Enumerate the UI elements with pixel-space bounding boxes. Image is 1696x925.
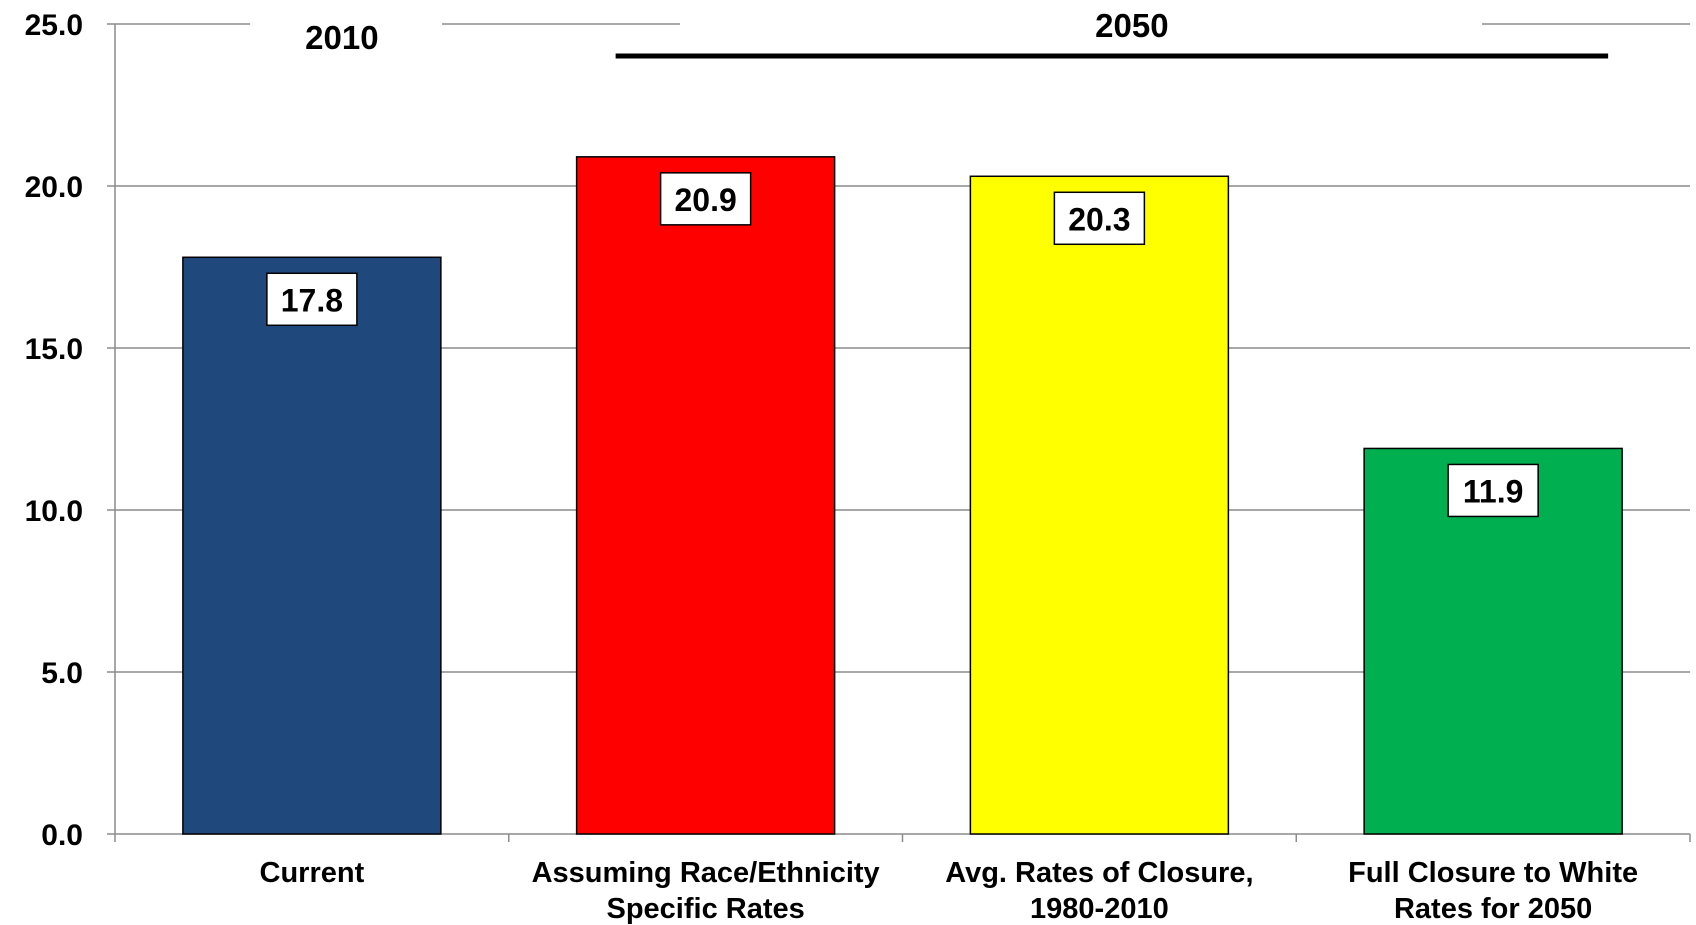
- y-tick-label: 0.0: [41, 819, 83, 852]
- y-tick-label: 15.0: [25, 333, 83, 366]
- data-label: 20.3: [1068, 201, 1130, 237]
- data-label-box: [1447, 463, 1539, 518]
- x-category-label: Rates for 2050: [1394, 893, 1592, 925]
- x-category-label: Full Closure to White: [1348, 857, 1638, 889]
- group-label-2010: 2010: [305, 19, 378, 56]
- bar: [969, 175, 1230, 835]
- y-tick-label: 25.0: [25, 9, 83, 42]
- data-label-box: [659, 172, 752, 226]
- y-tick-label: 10.0: [25, 495, 83, 528]
- y-tick-labels: 0.0 5.0 10.0 15.0 20.0 25.0: [25, 9, 83, 852]
- x-category-label: Current: [260, 857, 365, 889]
- x-category-label: Avg. Rates of Closure,: [945, 857, 1253, 889]
- data-label: 20.9: [674, 182, 736, 218]
- data-label-box: [266, 272, 358, 327]
- x-category-labels: Current Assuming Race/Ethnicity Specific R…: [260, 857, 1639, 925]
- x-category-label: 1980-2010: [1030, 893, 1169, 925]
- bar: [575, 156, 836, 835]
- data-label-box: [1053, 191, 1146, 246]
- data-labels: 17.8 20.9 20.3 11.9: [266, 172, 1539, 518]
- y-tick-label: 5.0: [41, 657, 83, 690]
- bar: [182, 256, 442, 835]
- group-label-2050: 2050: [1095, 7, 1168, 44]
- x-category-label: Specific Rates: [606, 893, 804, 925]
- data-label: 11.9: [1463, 473, 1524, 509]
- period-group-labels: 2010 2050: [305, 7, 1609, 59]
- bars: [182, 156, 1623, 835]
- x-category-label: Assuming Race/Ethnicity: [532, 857, 880, 889]
- data-label: 17.8: [281, 282, 343, 318]
- y-tick-label: 20.0: [25, 171, 83, 204]
